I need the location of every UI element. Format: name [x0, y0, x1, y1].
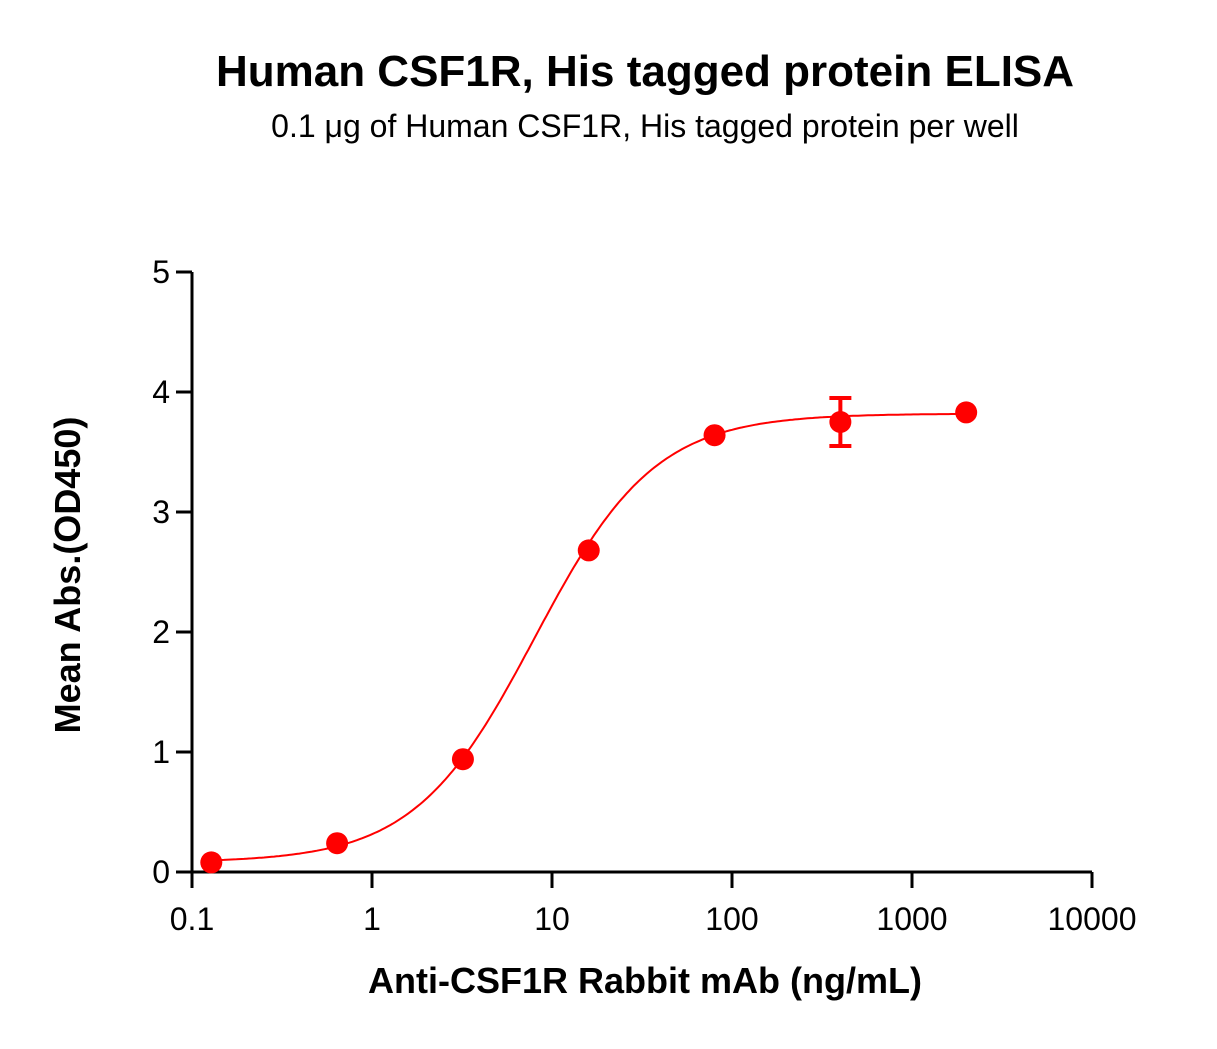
data-point	[829, 411, 852, 433]
data-point	[451, 748, 474, 771]
data-marks	[200, 396, 978, 874]
y-tick-label: 0	[152, 854, 170, 890]
x-tick-label: 10	[534, 901, 570, 937]
data-point	[326, 832, 349, 855]
x-tick-label: 1	[363, 901, 381, 937]
y-tick-label: 4	[152, 374, 170, 410]
chart-subtitle: 0.1 μg of Human CSF1R, His tagged protei…	[271, 108, 1019, 144]
x-tick-label: 100	[705, 901, 758, 937]
axes: 0 1 2 3 4 5 0.1 1 10 100 1000 10000	[152, 254, 1136, 937]
y-tick-label: 3	[152, 494, 170, 530]
chart-title: Human CSF1R, His tagged protein ELISA	[216, 47, 1074, 96]
y-tick-label: 5	[152, 254, 170, 290]
data-point	[955, 401, 978, 424]
x-axis-label: Anti-CSF1R Rabbit mAb (ng/mL)	[368, 960, 922, 1001]
data-point	[577, 539, 600, 562]
x-tick-label: 10000	[1048, 901, 1137, 937]
x-tick-label: 1000	[876, 901, 947, 937]
data-point	[703, 424, 726, 447]
fit-curve	[211, 412, 967, 862]
y-tick-label: 2	[152, 614, 170, 650]
y-axis-label: Mean Abs.(OD450)	[47, 417, 88, 734]
x-tick-label: 0.1	[170, 901, 214, 937]
data-point	[200, 851, 223, 874]
y-tick-label: 1	[152, 734, 170, 770]
